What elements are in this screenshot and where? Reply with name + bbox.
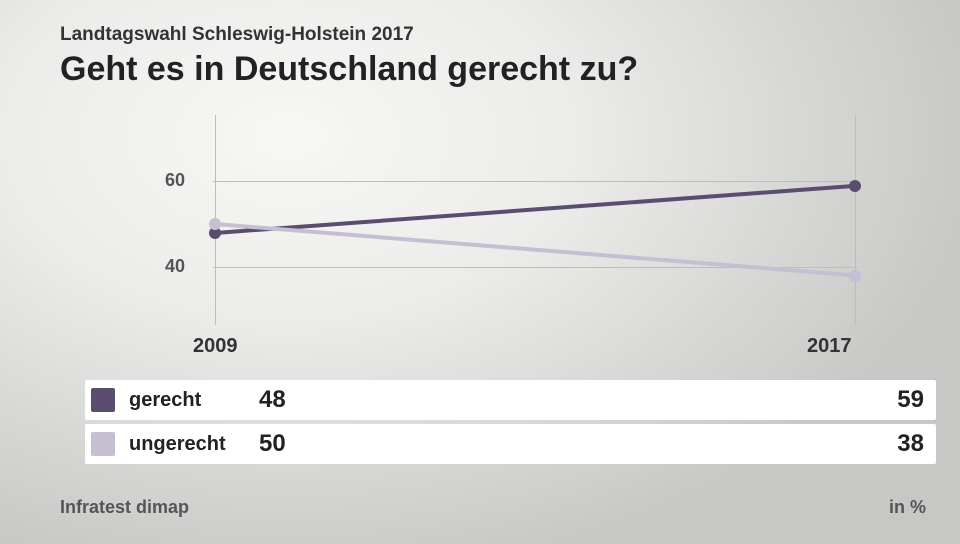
data-table: gerecht 48 59 ungerecht 50 38 — [85, 380, 936, 468]
series-marker — [849, 270, 861, 282]
series-marker — [849, 180, 861, 192]
y-tick-label: 40 — [145, 256, 185, 277]
line-chart: 406020092017 — [0, 130, 960, 330]
table-row: ungerecht 50 38 — [85, 424, 936, 464]
series-label: ungerecht — [129, 433, 259, 456]
series-line — [215, 184, 855, 235]
chart-title: Geht es in Deutschland gerecht zu? — [60, 50, 638, 89]
gridline — [213, 181, 857, 182]
cell-2017: 59 — [864, 386, 924, 414]
source-label: Infratest dimap — [60, 497, 189, 518]
vertical-gridline — [855, 115, 856, 325]
cell-2009: 48 — [259, 386, 339, 414]
series-swatch-gerecht — [91, 388, 115, 412]
series-line — [215, 222, 855, 277]
y-tick-label: 60 — [145, 170, 185, 191]
cell-2009: 50 — [259, 430, 339, 458]
x-tick-label: 2017 — [807, 335, 852, 358]
x-tick-label: 2009 — [193, 335, 238, 358]
chart-supertitle: Landtagswahl Schleswig-Holstein 2017 — [60, 24, 414, 46]
cell-2017: 38 — [864, 430, 924, 458]
table-row: gerecht 48 59 — [85, 380, 936, 420]
series-swatch-ungerecht — [91, 432, 115, 456]
unit-label: in % — [889, 497, 926, 518]
series-label: gerecht — [129, 389, 259, 412]
